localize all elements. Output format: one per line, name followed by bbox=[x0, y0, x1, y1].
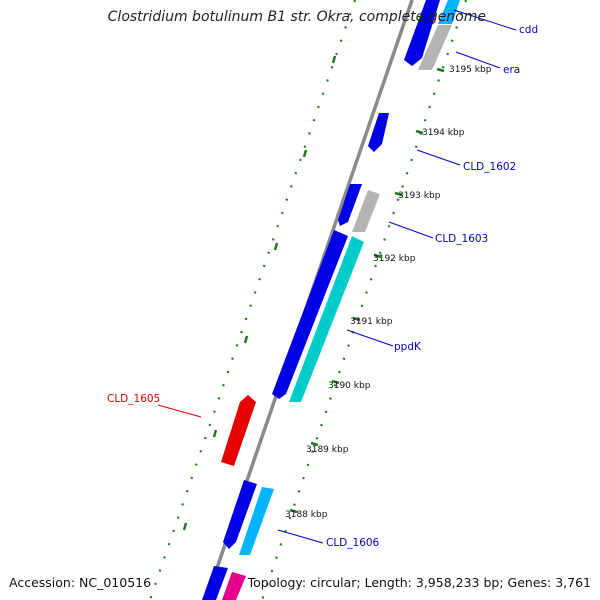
feature-CLD_1602[interactable] bbox=[368, 113, 389, 152]
tick-label-3190: 3190 kbp bbox=[328, 381, 371, 391]
feature-era[interactable] bbox=[418, 25, 452, 70]
feature-CLD_1605[interactable] bbox=[221, 395, 256, 466]
kbp-ticks bbox=[289, 67, 445, 514]
kbp-labels: 3195 kbp 3194 kbp 3193 kbp 3192 kbp 3191… bbox=[285, 65, 492, 520]
gene-label-cdd[interactable]: cdd bbox=[519, 24, 538, 36]
gene-labels: cdd era CLD_1602 CLD_1603 ppdK CLD_1605 … bbox=[107, 24, 538, 549]
feature-bottom-magenta[interactable] bbox=[222, 572, 246, 600]
gene-label-era[interactable]: era bbox=[503, 64, 520, 76]
tick-label-3195: 3195 kbp bbox=[449, 65, 492, 75]
tick-label-3188: 3188 kbp bbox=[285, 510, 328, 520]
tick-label-3191: 3191 kbp bbox=[350, 317, 393, 327]
feature-CLD_1606-a[interactable] bbox=[223, 480, 257, 549]
feature-CLD_1603-a[interactable] bbox=[338, 184, 362, 226]
accession-text: Accession: NC_010516 bbox=[9, 575, 152, 590]
map-title: Clostridium botulinum B1 str. Okra, comp… bbox=[107, 9, 486, 25]
outer-ring-ticks bbox=[182, 55, 337, 531]
gene-label-ppdK[interactable]: ppdK bbox=[394, 341, 422, 353]
feature-CLD_1603[interactable] bbox=[352, 190, 380, 232]
label-leaders bbox=[157, 9, 517, 544]
feature-bottom-blue[interactable] bbox=[202, 566, 228, 600]
feature-ppdK[interactable] bbox=[289, 236, 364, 402]
gene-features bbox=[202, 0, 460, 600]
gene-label-CLD_1603[interactable]: CLD_1603 bbox=[435, 233, 488, 245]
feature-cdd[interactable] bbox=[404, 0, 440, 66]
genome-summary-text: Topology: circular; Length: 3,958,233 bp… bbox=[247, 575, 591, 590]
gene-label-CLD_1605[interactable]: CLD_1605 bbox=[107, 393, 160, 405]
tick-label-3189: 3189 kbp bbox=[306, 445, 349, 455]
feature-ppdK-strand-a[interactable] bbox=[272, 230, 348, 399]
gene-label-CLD_1602[interactable]: CLD_1602 bbox=[463, 161, 516, 173]
tick-label-3193: 3193 kbp bbox=[398, 191, 441, 201]
tick-label-3194: 3194 kbp bbox=[422, 128, 465, 138]
feature-cdd-partner[interactable] bbox=[438, 0, 460, 24]
feature-CLD_1606[interactable] bbox=[239, 487, 274, 555]
tick-label-3192: 3192 kbp bbox=[373, 254, 416, 264]
gene-label-CLD_1606[interactable]: CLD_1606 bbox=[326, 537, 380, 549]
